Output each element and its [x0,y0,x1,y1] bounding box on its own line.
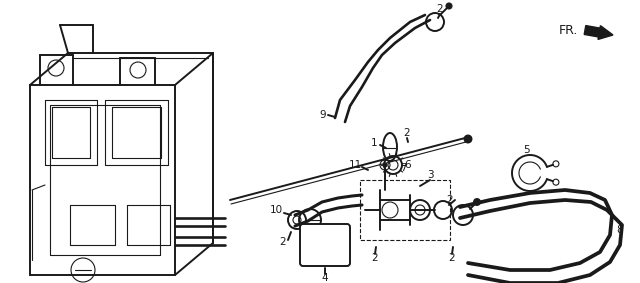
Text: 2: 2 [372,253,378,263]
Text: 11: 11 [348,160,362,170]
Text: 7: 7 [400,163,406,173]
Circle shape [465,136,472,143]
Text: 2: 2 [280,237,286,247]
Circle shape [446,3,452,9]
Text: 5: 5 [524,145,531,155]
FancyArrow shape [584,25,613,39]
Circle shape [474,199,480,205]
Text: 3: 3 [427,170,433,180]
Text: 4: 4 [322,273,328,283]
Text: 2: 2 [404,128,410,138]
FancyBboxPatch shape [300,224,350,266]
Text: 2: 2 [449,253,455,263]
Text: 9: 9 [320,110,326,120]
Text: 8: 8 [617,225,623,235]
Text: 10: 10 [269,205,283,215]
Bar [360,180,450,240]
Text: 1: 1 [371,138,378,148]
Text: FR.: FR. [558,23,578,37]
Text: 6: 6 [404,160,412,170]
Circle shape [383,163,387,167]
Text: 2: 2 [447,195,453,205]
Text: 2: 2 [436,4,444,14]
